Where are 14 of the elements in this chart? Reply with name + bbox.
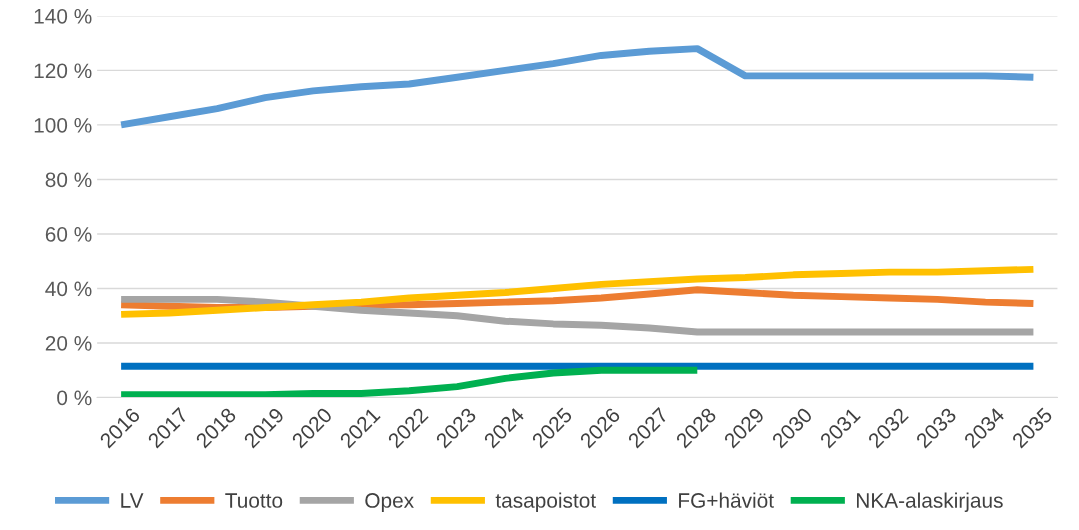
y-tick-label: 100 % [34,117,92,133]
y-tick-label: 60 % [45,226,92,242]
y-tick-label: 20 % [45,335,92,351]
legend-label: Opex [365,493,414,512]
y-tick-label: 0 % [57,390,92,406]
legend-label: tasapoistot [495,492,596,512]
legend-label: LV [121,493,144,508]
legend-label: NKA-alaskirjaus [857,492,1003,512]
y-tick-label: 140 % [34,8,92,24]
y-tick-label: 120 % [34,63,92,79]
y-tick-label: 40 % [45,281,92,297]
y-tick-label: 80 % [45,172,92,188]
legend-label: FG+häviöt [679,492,774,508]
legend-label: Tuotto [225,493,283,508]
